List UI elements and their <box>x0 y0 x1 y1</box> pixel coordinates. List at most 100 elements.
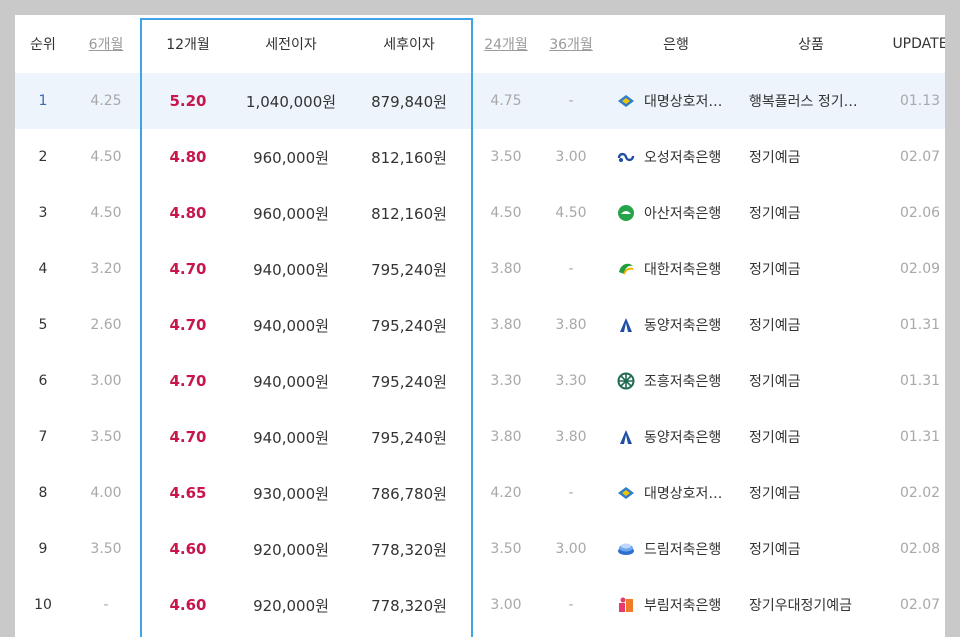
product-name[interactable]: 정기예금 <box>749 430 801 446</box>
rate-36-months: 3.00 <box>555 541 587 557</box>
product-name[interactable]: 정기예금 <box>749 206 801 222</box>
product-name[interactable]: 행복플러스 정기예금 <box>749 94 867 110</box>
rate-24-months: 3.50 <box>490 541 522 557</box>
bank-name[interactable]: 대명상호저축은행 <box>644 94 732 110</box>
rate-24-months: 3.80 <box>490 429 522 445</box>
rank-cell: 3 <box>38 205 48 221</box>
table-row[interactable]: 9 3.50 4.60 920,000원 778,320원 3.50 3.00 드림저축은행 정… <box>15 521 945 577</box>
table-row[interactable]: 1 4.25 5.20 1,040,000원 879,840원 4.75 - 대명상호저축은행… <box>15 73 945 129</box>
burim-logo-icon <box>617 596 635 614</box>
bank-cell[interactable]: 동양저축은행 <box>617 297 741 353</box>
pre-tax-interest: 960,000원 <box>253 204 329 223</box>
rate-6-months: 3.50 <box>90 541 122 557</box>
post-tax-interest: 812,160원 <box>371 148 447 167</box>
header-12-months[interactable]: 12개월 <box>166 37 210 53</box>
table-row[interactable]: 2 4.50 4.80 960,000원 812,160원 3.50 3.00 오성저축은행 정… <box>15 129 945 185</box>
table-row[interactable]: 4 3.20 4.70 940,000원 795,240원 3.80 - 대한저축은행 정기예금… <box>15 241 945 297</box>
bank-cell[interactable]: 조흥저축은행 <box>617 353 741 409</box>
product-cell[interactable]: 정기예금 <box>749 185 873 241</box>
product-name[interactable]: 정기예금 <box>749 486 801 502</box>
product-name[interactable]: 정기예금 <box>749 262 801 278</box>
pre-tax-interest: 930,000원 <box>253 484 329 503</box>
product-cell[interactable]: 정기예금 <box>749 465 873 521</box>
rate-6-months: 4.50 <box>90 205 122 221</box>
bank-cell[interactable]: 오성저축은행 <box>617 129 741 185</box>
table-row[interactable]: 5 2.60 4.70 940,000원 795,240원 3.80 3.80 동양저축은행 정… <box>15 297 945 353</box>
product-name[interactable]: 정기예금 <box>749 374 801 390</box>
post-tax-interest: 812,160원 <box>371 204 447 223</box>
rate-6-months: 4.50 <box>90 149 122 165</box>
rate-36-months: 3.80 <box>555 317 587 333</box>
product-name[interactable]: 정기예금 <box>749 542 801 558</box>
header-pre-tax-interest: 세전이자 <box>265 37 317 53</box>
rank-cell: 6 <box>38 373 48 389</box>
header-36-months[interactable]: 36개월 <box>549 37 593 53</box>
pre-tax-interest: 960,000원 <box>253 148 329 167</box>
rank-cell: 8 <box>38 485 48 501</box>
daehan-logo-icon <box>617 260 635 278</box>
update-date: 02.06 <box>899 205 941 221</box>
update-date: 01.31 <box>899 373 941 389</box>
post-tax-interest: 795,240원 <box>371 428 447 447</box>
bank-name[interactable]: 대한저축은행 <box>644 262 722 278</box>
bank-name[interactable]: 대명상호저축은행 <box>644 486 732 502</box>
table-row[interactable]: 6 3.00 4.70 940,000원 795,240원 3.30 3.30 조흥저축은행 정… <box>15 353 945 409</box>
product-cell[interactable]: 정기예금 <box>749 297 873 353</box>
bank-name[interactable]: 조흥저축은행 <box>644 374 722 390</box>
rank-cell: 10 <box>34 597 52 613</box>
product-cell[interactable]: 장기우대정기예금 <box>749 577 873 633</box>
product-name[interactable]: 장기우대정기예금 <box>749 598 853 614</box>
bank-cell[interactable]: 동양저축은행 <box>617 409 741 465</box>
table-row[interactable]: 8 4.00 4.65 930,000원 786,780원 4.20 - 대명상호저축은행 정기… <box>15 465 945 521</box>
joheung-logo-icon <box>617 372 635 390</box>
bank-cell[interactable]: 아산저축은행 <box>617 185 741 241</box>
rate-24-months: 3.80 <box>490 261 522 277</box>
table-row[interactable]: 10 - 4.60 920,000원 778,320원 3.00 - 부림저축은행 장기우대정기… <box>15 577 945 633</box>
bank-name[interactable]: 아산저축은행 <box>644 206 722 222</box>
rate-36-months: 4.50 <box>555 205 587 221</box>
update-date: 02.02 <box>899 485 941 501</box>
pre-tax-interest: 920,000원 <box>253 596 329 615</box>
rate-36-months: - <box>568 597 574 613</box>
header-24-months[interactable]: 24개월 <box>484 37 528 53</box>
update-date: 01.13 <box>899 93 941 109</box>
table-header: 순위 6개월 12개월 세전이자 세후이자 24개월 36개월 은행 상품 UP… <box>15 15 945 74</box>
bank-cell[interactable]: 대명상호저축은행 <box>617 73 741 129</box>
product-cell[interactable]: 정기예금 <box>749 353 873 409</box>
product-cell[interactable]: 정기예금 <box>749 521 873 577</box>
table-row[interactable]: 7 3.50 4.70 940,000원 795,240원 3.80 3.80 동양저축은행 정… <box>15 409 945 465</box>
bank-name[interactable]: 동양저축은행 <box>644 318 722 334</box>
rate-12-months: 4.65 <box>169 484 207 502</box>
header-rank: 순위 <box>30 37 56 53</box>
osung-logo-icon <box>617 148 635 166</box>
header-6-months[interactable]: 6개월 <box>88 37 124 53</box>
post-tax-interest: 795,240원 <box>371 260 447 279</box>
rate-12-months: 4.80 <box>169 204 207 222</box>
pre-tax-interest: 940,000원 <box>253 428 329 447</box>
table-row[interactable]: 3 4.50 4.80 960,000원 812,160원 4.50 4.50 아산저축은행 정… <box>15 185 945 241</box>
product-name[interactable]: 정기예금 <box>749 150 801 166</box>
bank-cell[interactable]: 대한저축은행 <box>617 241 741 297</box>
rate-6-months: 3.20 <box>90 261 122 277</box>
bank-name[interactable]: 동양저축은행 <box>644 430 722 446</box>
bank-name[interactable]: 부림저축은행 <box>644 598 722 614</box>
bank-cell[interactable]: 드림저축은행 <box>617 521 741 577</box>
deposit-rate-table: 순위 6개월 12개월 세전이자 세후이자 24개월 36개월 은행 상품 UP… <box>15 15 945 637</box>
bank-cell[interactable]: 부림저축은행 <box>617 577 741 633</box>
bank-name[interactable]: 드림저축은행 <box>644 542 722 558</box>
rate-24-months: 4.50 <box>490 205 522 221</box>
bank-cell[interactable]: 대명상호저축은행 <box>617 465 741 521</box>
product-cell[interactable]: 정기예금 <box>749 409 873 465</box>
product-cell[interactable]: 정기예금 <box>749 241 873 297</box>
product-cell[interactable]: 행복플러스 정기예금 <box>749 73 873 129</box>
rank-cell: 7 <box>38 429 48 445</box>
product-name[interactable]: 정기예금 <box>749 318 801 334</box>
rate-6-months: 3.50 <box>90 429 122 445</box>
bank-name[interactable]: 오성저축은행 <box>644 150 722 166</box>
rank-cell: 4 <box>38 261 48 277</box>
update-date: 01.31 <box>899 429 941 445</box>
update-date: 02.07 <box>899 597 941 613</box>
post-tax-interest: 778,320원 <box>371 596 447 615</box>
product-cell[interactable]: 정기예금 <box>749 129 873 185</box>
rate-6-months: 4.00 <box>90 485 122 501</box>
